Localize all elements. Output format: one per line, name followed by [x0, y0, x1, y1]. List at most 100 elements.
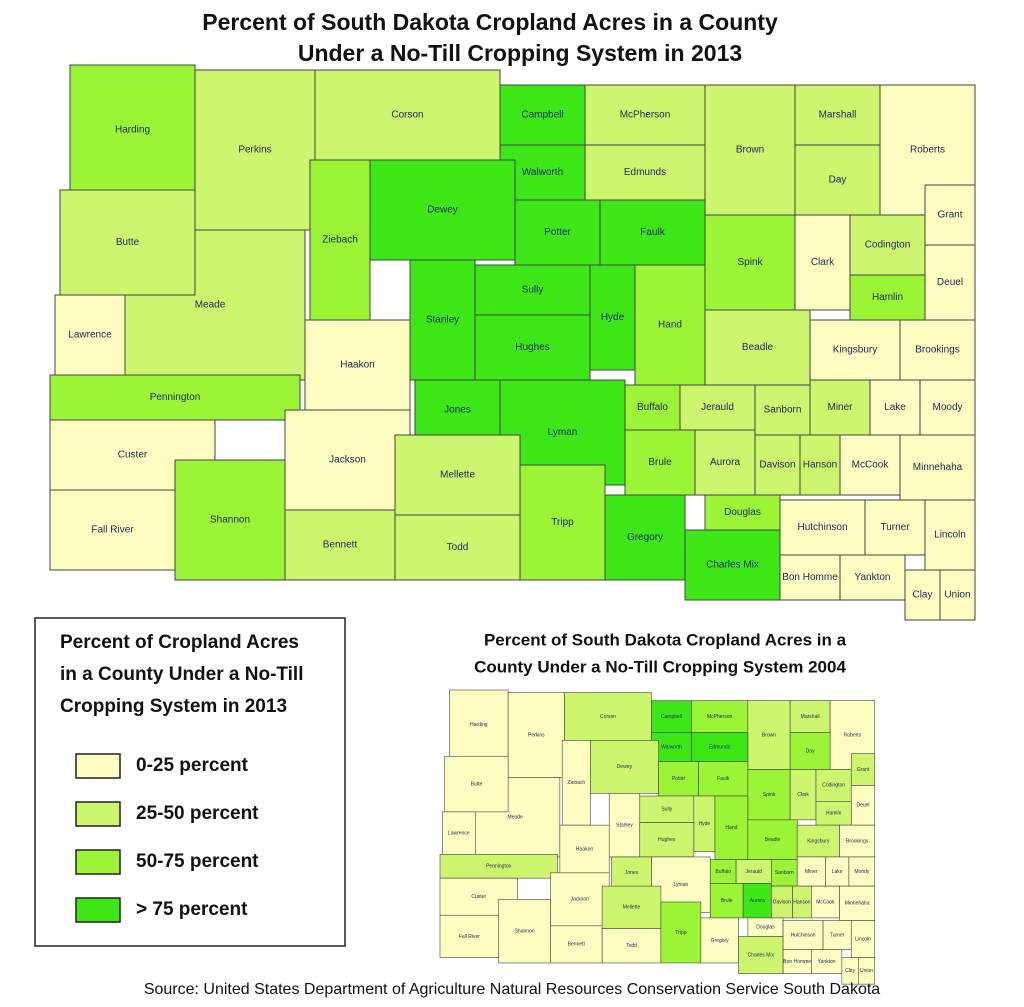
county — [639, 822, 695, 858]
county — [839, 824, 876, 858]
county-label: Grant — [857, 767, 870, 773]
county-label: Stanley — [616, 822, 633, 828]
county-label: Deuel — [856, 803, 869, 809]
county — [754, 434, 801, 496]
county-label: Faulk — [640, 227, 665, 238]
county-label: Bennett — [568, 942, 586, 948]
county-label: Fall River — [91, 525, 134, 536]
county-label: Lyman — [548, 427, 578, 438]
county-label: Turner — [880, 522, 910, 533]
county-label: Harding — [470, 722, 488, 728]
inset-title: Percent of South Dakota Cropland Acres i… — [484, 630, 847, 649]
county — [561, 740, 591, 826]
county-label: Ziebach — [567, 780, 585, 786]
county-label: Pennington — [150, 392, 201, 403]
county — [442, 811, 476, 855]
county — [584, 144, 706, 201]
county-label: Edmunds — [624, 167, 666, 178]
county — [794, 144, 881, 216]
county — [498, 899, 551, 964]
county-label: Hughes — [658, 837, 676, 843]
county-label: Jones — [444, 405, 471, 416]
county-label: Tripp — [675, 930, 686, 936]
county-label: Stanley — [426, 315, 459, 326]
county-label: Beadle — [765, 837, 781, 843]
county-label: Clark — [797, 792, 809, 798]
county-label: Hanson — [803, 460, 837, 471]
county-label: Marshall — [801, 714, 820, 720]
legend-label: 50-75 percent — [136, 851, 259, 872]
county-label: Perkins — [238, 145, 271, 156]
county-label: Miner — [827, 402, 853, 413]
county-label: Walworth — [522, 167, 563, 178]
county — [550, 925, 603, 964]
county-label: Todd — [447, 542, 469, 553]
county — [782, 920, 824, 950]
county-label: Day — [829, 175, 847, 186]
county-label: Lawrence — [448, 830, 470, 836]
county — [590, 740, 659, 794]
county-label: Spink — [737, 257, 763, 268]
county-label: Jerauld — [746, 869, 763, 875]
county-label: Mellette — [623, 905, 641, 911]
county-label: Hand — [658, 320, 682, 331]
county — [439, 914, 500, 958]
county — [611, 856, 652, 890]
county — [474, 264, 591, 316]
county-label: Buffalo — [715, 869, 731, 875]
county-label: Lyman — [673, 882, 688, 888]
county-label: Butte — [471, 781, 483, 787]
county — [924, 184, 976, 246]
county — [54, 294, 126, 376]
title: Percent of South Dakota Cropland Acres i… — [202, 9, 778, 35]
county — [679, 384, 756, 431]
county-label: Clay — [912, 590, 932, 601]
county — [564, 692, 652, 741]
county — [394, 434, 521, 516]
county-label: Marshall — [819, 110, 857, 121]
legend-swatch — [75, 801, 121, 827]
legend-swatch — [75, 849, 121, 875]
county-label: Jerauld — [701, 402, 734, 413]
county — [789, 732, 831, 770]
county-label: Kingsbury — [833, 345, 877, 356]
county — [604, 494, 686, 581]
county-label: Turner — [830, 932, 845, 938]
county — [194, 69, 316, 231]
county-label: Minnehaha — [845, 901, 870, 907]
county-label: Dewey — [617, 764, 633, 770]
county-label: Sully — [522, 285, 544, 296]
county-label: Lake — [832, 869, 843, 875]
county-label: Haakon — [576, 846, 593, 852]
county — [794, 214, 851, 311]
map-2013: Harding Perkins Corson Campbell McPherson Bro… — [49, 64, 976, 621]
county — [474, 314, 591, 381]
county-label: Butte — [116, 237, 140, 248]
county-label: Charles Mix — [748, 952, 775, 958]
county-label: Brookings — [915, 345, 959, 356]
county — [919, 379, 976, 436]
county-label: Lawrence — [68, 330, 112, 341]
county-label: Potter — [544, 227, 571, 238]
county — [694, 429, 756, 496]
county-label: Buffalo — [637, 402, 668, 413]
county-label: Campbell — [521, 110, 563, 121]
county-label: Yankton — [818, 959, 836, 965]
county — [771, 859, 798, 887]
county-label: Minnehaha — [913, 462, 963, 473]
county-label: Grant — [937, 210, 962, 221]
county-label: Spink — [763, 792, 776, 798]
county-label: Codington — [865, 240, 911, 251]
inset-title: County Under a No-Till Cropping System 2… — [474, 657, 846, 676]
county — [714, 795, 749, 860]
county — [69, 64, 196, 196]
county-label: Hanson — [793, 899, 810, 905]
legend-title: Percent of Cropland Acres — [60, 632, 299, 653]
county-label: Day — [806, 748, 815, 754]
county-label: Clay — [845, 968, 856, 974]
county-label: Haakon — [340, 360, 374, 371]
county — [309, 159, 371, 321]
county-label: Hand — [725, 825, 737, 831]
county — [314, 69, 501, 161]
county — [651, 700, 692, 733]
